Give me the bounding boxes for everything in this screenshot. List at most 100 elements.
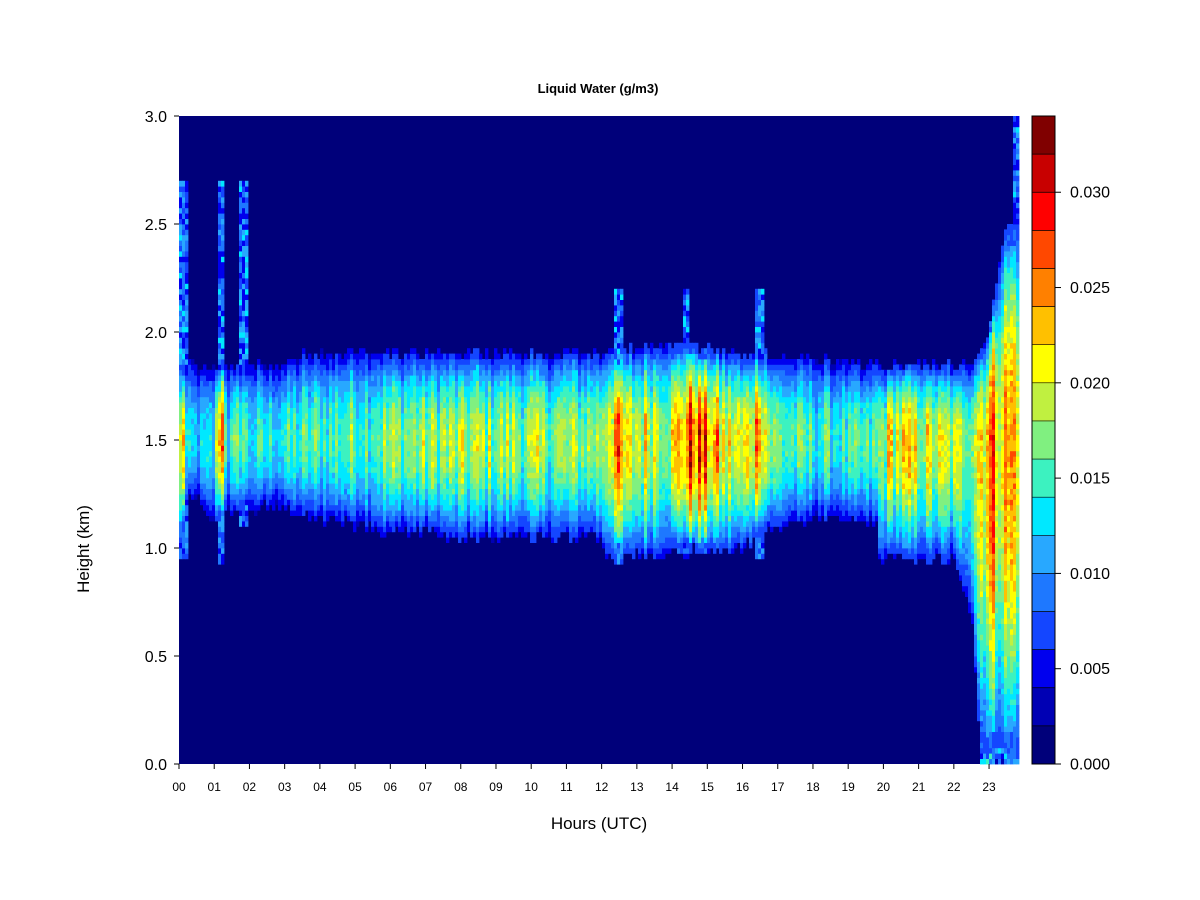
heatmap-cell [251, 402, 255, 408]
heatmap-cell [230, 504, 234, 511]
heatmap-cell [428, 380, 432, 387]
heatmap-cell [305, 380, 309, 387]
heatmap-cell [206, 499, 210, 506]
heatmap-cell [473, 359, 477, 365]
heatmap-cell [368, 391, 372, 398]
heatmap-cell [413, 359, 417, 365]
heatmap-cell [446, 488, 450, 495]
heatmap-cell [578, 413, 582, 419]
heatmap-cell [563, 348, 567, 354]
heatmap-cell [536, 515, 540, 522]
heatmap-cell [371, 429, 375, 435]
heatmap-cell [380, 472, 384, 479]
heatmap-cell [533, 531, 537, 538]
heatmap-cell [311, 477, 315, 484]
heatmap-cell [206, 380, 210, 387]
heatmap-cell [554, 521, 558, 527]
heatmap-cell [482, 396, 486, 403]
heatmap-cell [488, 510, 492, 516]
heatmap-cell [446, 353, 450, 360]
heatmap-cell [221, 240, 225, 246]
heatmap-cell [593, 467, 597, 473]
heatmap-cell [290, 472, 294, 479]
heatmap-cell [251, 413, 255, 419]
heatmap-cell [590, 434, 594, 441]
heatmap-cell [503, 440, 507, 446]
heatmap-cell [344, 445, 348, 452]
heatmap-cell [446, 413, 450, 419]
heatmap-cell [350, 429, 354, 435]
heatmap-cell [251, 456, 255, 462]
heatmap-cell [395, 456, 399, 462]
heatmap-cell [527, 472, 531, 479]
heatmap-cell [218, 445, 222, 452]
heatmap-cell [311, 413, 315, 419]
heatmap-cell [287, 429, 291, 435]
heatmap-cell [524, 461, 528, 468]
heatmap-cell [527, 391, 531, 398]
heatmap-cell [617, 413, 621, 419]
heatmap-cell [179, 234, 183, 241]
heatmap-cell [527, 407, 531, 414]
heatmap-cell [545, 472, 549, 479]
heatmap-cell [548, 386, 552, 392]
heatmap-cell [275, 445, 279, 452]
heatmap-cell [596, 413, 600, 419]
heatmap-cell [284, 375, 288, 381]
heatmap-cell [263, 472, 267, 479]
heatmap-cell [470, 375, 474, 381]
heatmap-cell [326, 429, 330, 435]
heatmap-cell [344, 472, 348, 479]
heatmap-cell [533, 407, 537, 414]
heatmap-cell [293, 386, 297, 392]
heatmap-cell [374, 461, 378, 468]
heatmap-cell [458, 515, 462, 522]
heatmap-cell [239, 472, 243, 479]
heatmap-cell [371, 467, 375, 473]
heatmap-cell [578, 440, 582, 446]
heatmap-cell [356, 434, 360, 441]
heatmap-cell [236, 445, 240, 452]
heatmap-cell [230, 456, 234, 462]
heatmap-cell [386, 499, 390, 506]
heatmap-cell [314, 364, 318, 371]
heatmap-cell [491, 396, 495, 403]
heatmap-cell [212, 402, 216, 408]
heatmap-cell [185, 278, 189, 284]
heatmap-cell [380, 423, 384, 430]
heatmap-cell [194, 380, 198, 387]
heatmap-cell [242, 440, 246, 446]
heatmap-cell [275, 391, 279, 398]
heatmap-cell [347, 483, 351, 489]
heatmap-cell [215, 440, 219, 446]
heatmap-cell [317, 364, 321, 371]
heatmap-cell [602, 364, 606, 371]
heatmap-cell [590, 477, 594, 484]
heatmap-cell [257, 504, 261, 511]
heatmap-cell [512, 429, 516, 435]
heatmap-cell [491, 375, 495, 381]
heatmap-cell [407, 440, 411, 446]
heatmap-cell [563, 434, 567, 441]
heatmap-cell [491, 461, 495, 468]
heatmap-cell [599, 499, 603, 506]
heatmap-cell [365, 418, 369, 425]
heatmap-cell [452, 477, 456, 484]
heatmap-cell [254, 386, 258, 392]
heatmap-cell [416, 515, 420, 522]
heatmap-cell [248, 461, 252, 468]
heatmap-cell [431, 521, 435, 527]
heatmap-cell [368, 510, 372, 516]
heatmap-cell [530, 531, 534, 538]
heatmap-cell [320, 375, 324, 381]
heatmap-cell [245, 207, 249, 214]
heatmap-cell [488, 418, 492, 425]
heatmap-cell [308, 353, 312, 360]
heatmap-cell [245, 488, 249, 495]
heatmap-cell [416, 386, 420, 392]
heatmap-cell [491, 472, 495, 479]
heatmap-cell [308, 369, 312, 376]
heatmap-cell [230, 396, 234, 403]
heatmap-cell [398, 488, 402, 495]
heatmap-cell [488, 515, 492, 522]
